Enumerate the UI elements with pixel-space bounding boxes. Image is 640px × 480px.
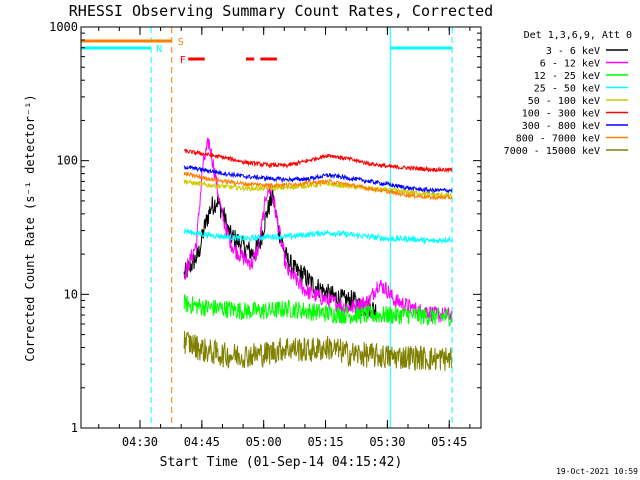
legend-label-1: 6 - 12 keV [540,59,600,70]
legend: Det 1,3,6,9, Att 0 3 - 6 keV 6 - 12 keV12… [504,30,632,157]
series-line-7 [183,171,453,201]
y-tick-label-2: 100 [56,154,78,168]
series-line-6 [183,165,453,194]
y-tick-label-1: 10 [64,287,78,301]
y-tick-label-0: 1 [71,421,78,435]
x-tick-label-4: 05:30 [369,435,405,449]
legend-label-6: 300 - 800 keV [522,121,600,132]
legend-label-5: 100 - 300 keV [522,109,600,120]
x-tick-label-1: 04:45 [184,435,220,449]
series-line-5 [183,148,453,174]
x-tick-label-2: 05:00 [246,435,282,449]
y-tick-label-3: 1000 [49,20,78,34]
legend-label-3: 25 - 50 keV [534,84,600,95]
series-line-2 [183,294,453,327]
x-tick-label-0: 04:30 [122,435,158,449]
legend-label-8: 7000 - 15000 keV [504,146,600,157]
series-line-3 [183,227,452,245]
x-tick-label-5: 05:45 [431,435,467,449]
y-axis-label: Corrected Count Rate (s⁻¹ detector⁻¹) [23,94,37,361]
state-label-f: F [180,55,186,66]
x-axis-label: Start Time (01-Sep-14 04:15:42) [160,455,403,470]
legend-label-4: 50 - 100 keV [528,96,600,107]
legend-label-7: 800 - 7000 keV [516,134,600,145]
plot-content: S N F [81,27,453,428]
plot-frame [80,26,482,429]
chart-title: RHESSI Observing Summary Count Rates, Co… [69,2,493,20]
state-label-s: S [178,37,184,48]
axes: 04:30 04:45 05:00 05:15 05:30 05:45 1 10 100 1000 [49,20,481,449]
state-label-n: N [156,44,162,55]
legend-label-2: 12 - 25 keV [534,71,600,82]
series-line-8 [183,330,453,372]
legend-label-0: 3 - 6 keV [546,46,600,57]
x-tick-label-3: 05:15 [307,435,343,449]
legend-header: Det 1,3,6,9, Att 0 [524,30,632,41]
timestamp: 19-Oct-2021 10:59 [556,467,638,476]
